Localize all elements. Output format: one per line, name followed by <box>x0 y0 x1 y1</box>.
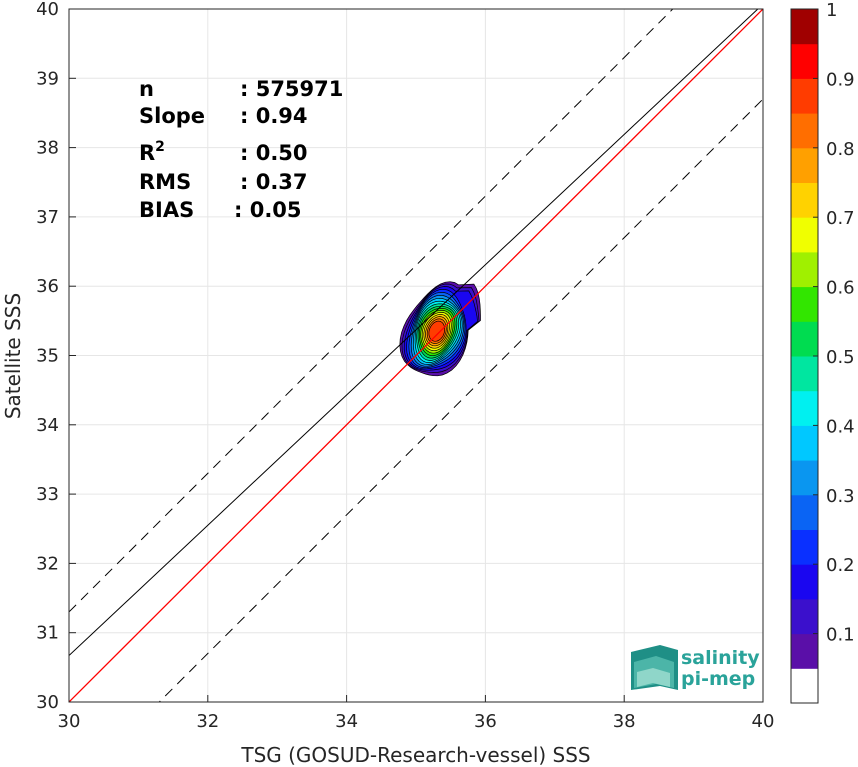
x-axis-label: TSG (GOSUD-Research-vessel) SSS <box>240 743 590 767</box>
upper-bound-line <box>69 9 674 613</box>
logo-pi-mep: pi-mep <box>681 668 755 690</box>
wave-icon <box>631 645 678 690</box>
stat-label-bias: BIAS <box>139 198 194 222</box>
y-tick-label: 38 <box>36 138 59 159</box>
colorbar-segment <box>791 390 818 426</box>
colorbar-segment <box>791 147 818 183</box>
reference-lines <box>69 9 763 702</box>
colorbar-segment <box>791 286 818 322</box>
stat-label-rms: RMS <box>139 170 191 194</box>
x-tick-label: 32 <box>196 711 219 732</box>
colorbar-tick-label: 0.1 <box>826 625 855 646</box>
y-tick-label: 33 <box>36 484 59 505</box>
stat-label-r2: R2 <box>139 139 165 165</box>
colorbar-tick-label: 0.4 <box>826 416 855 437</box>
colorbar-segment <box>791 598 818 635</box>
stat-label-n: n <box>139 77 154 101</box>
colorbar-segment <box>791 494 818 530</box>
colorbar-segment <box>791 43 818 79</box>
stat-value-n: : 575971 <box>240 77 343 101</box>
density-contours <box>399 281 481 377</box>
colorbar-frame <box>790 8 819 704</box>
stat-value-slope: : 0.94 <box>240 104 308 128</box>
axis-ticks: 30 32 34 36 38 40 30 31 32 33 34 35 36 37 38 39 40 <box>36 0 774 732</box>
colorbar-segment <box>791 217 818 253</box>
colorbar-segment <box>791 460 818 496</box>
stat-value-rms: : 0.37 <box>240 170 308 194</box>
colorbar-segment <box>791 321 818 357</box>
colorbar-segment <box>791 78 818 114</box>
colorbar-segment <box>791 9 818 45</box>
lower-bound-line <box>158 98 763 702</box>
stat-value-bias: : 0.05 <box>234 198 302 222</box>
density-contour-level <box>428 320 446 342</box>
colorbar-tick-label: 0.9 <box>826 69 855 90</box>
y-tick-label: 36 <box>36 276 59 297</box>
y-tick-label: 40 <box>36 0 59 20</box>
y-tick-label: 32 <box>36 553 59 574</box>
logo-salinity: salinity <box>681 647 760 669</box>
colorbar-segment <box>791 356 818 392</box>
one-to-one-line <box>69 9 763 702</box>
y-tick-label: 31 <box>36 623 59 644</box>
colorbar-segment <box>791 425 818 461</box>
stat-label-r2-sup: 2 <box>155 139 165 155</box>
colorbar-segment <box>791 529 818 565</box>
colorbar-segment <box>791 113 818 149</box>
stats-box: n : 575971 Slope : 0.94 R2 : 0.50 RMS : … <box>139 77 343 222</box>
x-tick-label: 40 <box>752 711 775 732</box>
x-tick-label: 34 <box>335 711 358 732</box>
y-tick-label: 30 <box>36 692 59 713</box>
stat-value-r2: : 0.50 <box>240 141 308 165</box>
colorbar: 0.1 0.2 0.3 0.4 0.5 0.6 0.7 0.8 0.9 1 <box>791 0 855 704</box>
colorbar-tick-label: 0.7 <box>826 208 855 229</box>
x-tick-label: 30 <box>58 711 81 732</box>
colorbar-tick-label: 0.2 <box>826 555 855 576</box>
colorbar-segment <box>791 182 818 218</box>
y-axis-label: Satellite SSS <box>1 293 25 419</box>
colorbar-segment <box>791 251 818 288</box>
x-tick-label: 36 <box>474 711 497 732</box>
y-tick-label: 34 <box>36 415 59 436</box>
x-tick-label: 38 <box>613 711 636 732</box>
stat-label-r: R <box>139 141 155 165</box>
colorbar-tick-label: 0.3 <box>826 486 855 507</box>
y-tick-label: 39 <box>36 68 59 89</box>
y-tick-label: 37 <box>36 207 59 228</box>
colorbar-tick-label: 0.6 <box>826 278 855 299</box>
colorbar-segment <box>791 633 818 669</box>
stat-label-slope: Slope <box>139 104 205 128</box>
colorbar-tick-label: 0.8 <box>826 139 855 160</box>
colorbar-tick-label: 1 <box>826 0 837 21</box>
regression-line <box>69 9 759 656</box>
colorbar-segment <box>791 668 818 704</box>
colorbar-segment <box>791 564 818 600</box>
y-tick-label: 35 <box>36 346 59 367</box>
salinity-pi-mep-logo: salinity pi-mep <box>631 645 760 690</box>
colorbar-tick-label: 0.5 <box>826 347 855 368</box>
